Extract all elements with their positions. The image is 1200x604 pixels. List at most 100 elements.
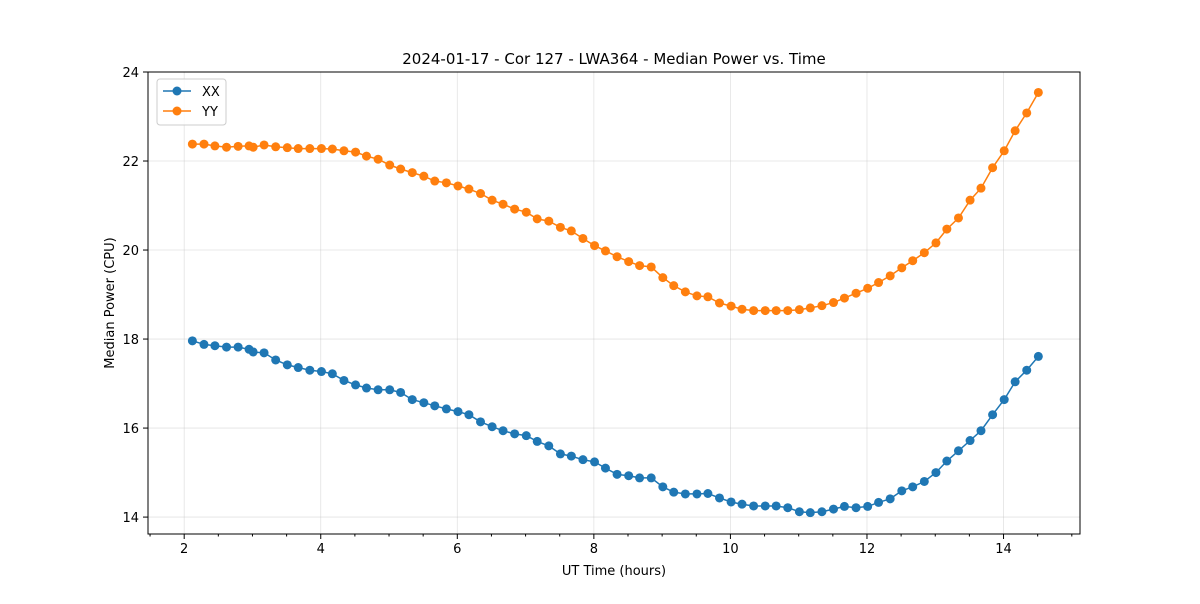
data-point-yy — [419, 171, 429, 181]
data-point-xx — [305, 365, 315, 375]
data-point-xx — [908, 482, 918, 492]
x-tick-label: 6 — [453, 542, 461, 557]
y-tick-label: 14 — [122, 511, 139, 526]
data-point-xx — [874, 497, 884, 507]
data-point-yy — [1033, 87, 1043, 97]
x-tick-label: 2 — [180, 542, 188, 557]
data-point-xx — [794, 507, 804, 517]
data-point-xx — [521, 431, 531, 441]
data-point-yy — [669, 281, 679, 291]
data-point-yy — [874, 278, 884, 288]
data-point-xx — [612, 469, 622, 479]
data-point-yy — [783, 306, 793, 316]
data-point-yy — [646, 262, 656, 272]
data-point-yy — [1010, 126, 1020, 136]
data-point-yy — [817, 301, 827, 311]
y-tick-label: 16 — [122, 422, 139, 437]
data-point-xx — [999, 395, 1009, 405]
data-point-yy — [282, 143, 292, 153]
x-axis-label: UT Time (hours) — [562, 564, 666, 579]
data-point-yy — [396, 164, 406, 174]
data-point-xx — [210, 341, 220, 351]
data-point-yy — [293, 144, 303, 154]
y-axis-label: Median Power (CPU) — [103, 237, 118, 368]
series-layer — [187, 87, 1043, 518]
data-point-yy — [532, 214, 542, 224]
data-point-xx — [373, 385, 383, 395]
legend-label-xx: XX — [202, 85, 220, 100]
data-point-xx — [498, 426, 508, 436]
data-point-yy — [305, 144, 315, 154]
data-point-xx — [187, 336, 197, 346]
data-point-yy — [703, 292, 713, 302]
data-point-xx — [453, 407, 463, 417]
data-point-xx — [805, 508, 815, 518]
data-point-xx — [419, 398, 429, 408]
data-point-yy — [908, 256, 918, 266]
data-point-yy — [1022, 108, 1032, 118]
data-point-yy — [476, 189, 486, 199]
data-point-xx — [396, 387, 406, 397]
data-point-yy — [521, 207, 531, 217]
x-tick-label: 12 — [859, 542, 876, 557]
data-point-yy — [680, 287, 690, 297]
data-point-xx — [839, 501, 849, 511]
data-point-xx — [863, 501, 873, 511]
data-point-yy — [612, 252, 622, 262]
data-point-xx — [293, 363, 303, 373]
data-point-yy — [714, 298, 724, 308]
data-point-xx — [282, 360, 292, 370]
data-point-yy — [453, 181, 463, 191]
y-tick-label: 22 — [122, 155, 139, 170]
data-point-xx — [259, 348, 269, 358]
data-point-xx — [339, 375, 349, 385]
data-point-yy — [199, 139, 209, 149]
series-line-yy — [192, 92, 1040, 312]
data-point-xx — [441, 404, 451, 414]
data-point-xx — [703, 488, 713, 498]
data-point-yy — [327, 144, 337, 154]
data-point-xx — [953, 446, 963, 456]
data-point-yy — [407, 168, 417, 178]
data-point-yy — [271, 142, 281, 152]
data-point-xx — [680, 489, 690, 499]
data-point-xx — [783, 503, 793, 513]
data-point-yy — [600, 246, 610, 256]
data-point-yy — [316, 144, 326, 154]
data-point-yy — [233, 141, 243, 151]
data-point-yy — [498, 199, 508, 209]
data-point-xx — [885, 494, 895, 504]
data-point-yy — [351, 147, 361, 157]
data-point-yy — [510, 204, 520, 214]
data-point-xx — [385, 385, 395, 395]
data-point-yy — [555, 222, 565, 232]
data-point-xx — [566, 451, 576, 461]
data-point-xx — [430, 401, 440, 411]
data-point-xx — [760, 501, 770, 511]
data-point-xx — [1022, 365, 1032, 375]
data-point-xx — [351, 380, 361, 390]
data-point-yy — [635, 261, 645, 271]
data-point-xx — [851, 503, 861, 513]
data-point-xx — [965, 436, 975, 446]
x-tick-label: 8 — [590, 542, 598, 557]
data-point-yy — [464, 184, 474, 194]
y-tick-label: 24 — [122, 66, 139, 81]
data-point-yy — [953, 213, 963, 223]
data-point-yy — [487, 195, 497, 205]
data-point-xx — [817, 507, 827, 517]
x-tick-label: 14 — [995, 542, 1012, 557]
data-point-xx — [829, 504, 839, 514]
legend-marker-yy — [172, 106, 182, 116]
data-point-xx — [635, 473, 645, 483]
data-point-xx — [771, 501, 781, 511]
data-point-yy — [590, 241, 600, 251]
data-point-xx — [578, 455, 588, 465]
data-point-xx — [897, 486, 907, 496]
data-point-yy — [965, 195, 975, 205]
legend: XX YY — [156, 78, 227, 126]
data-point-yy — [692, 291, 702, 301]
data-point-xx — [464, 410, 474, 420]
